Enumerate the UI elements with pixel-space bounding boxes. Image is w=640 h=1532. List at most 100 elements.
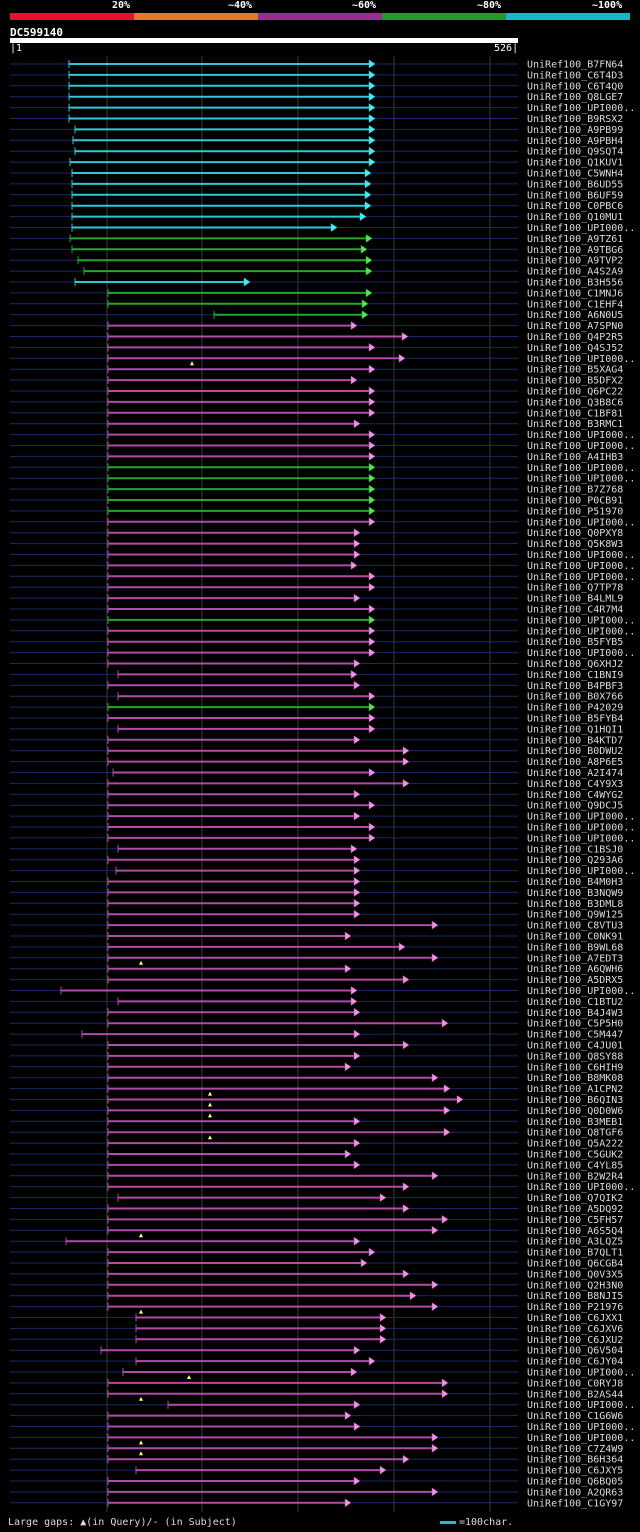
hit-label[interactable]: UniRef100_B3NQW9: [527, 888, 623, 899]
hit-label[interactable]: UniRef100_UPI000..: [527, 833, 635, 844]
hit-row[interactable]: UniRef100_A9TZ61: [10, 234, 623, 245]
hit-label[interactable]: UniRef100_Q5A222: [527, 1139, 623, 1150]
hit-label[interactable]: UniRef100_C1EHF4: [527, 299, 623, 310]
hit-row[interactable]: UniRef100_B6H364: [10, 1455, 623, 1466]
hit-row[interactable]: UniRef100_C6JXU2: [10, 1335, 623, 1346]
hit-label[interactable]: UniRef100_B4LML9: [527, 594, 623, 605]
hit-row[interactable]: UniRef100_UPI000..: [10, 823, 635, 834]
hit-label[interactable]: UniRef100_UPI000..: [527, 474, 635, 485]
hit-row[interactable]: UniRef100_UPI000..: [10, 833, 635, 844]
hit-label[interactable]: UniRef100_UPI000..: [527, 823, 635, 834]
hit-row[interactable]: UniRef100_UPI000..: [10, 550, 635, 561]
hit-label[interactable]: UniRef100_C5FH57: [527, 1215, 623, 1226]
hit-row[interactable]: UniRef100_C4YL85: [10, 1160, 623, 1171]
hit-label[interactable]: UniRef100_B6QIN3: [527, 1095, 623, 1106]
hit-row[interactable]: UniRef100_B7QLT1: [10, 1248, 623, 1259]
hit-label[interactable]: UniRef100_A6QWH6: [527, 964, 623, 975]
hit-label[interactable]: UniRef100_Q6V504: [527, 1346, 623, 1357]
hit-row[interactable]: UniRef100_Q8LGE7: [10, 92, 623, 103]
hit-label[interactable]: UniRef100_Q7TP78: [527, 583, 623, 594]
hit-row[interactable]: UniRef100_B3RMC1: [10, 419, 623, 430]
hit-row[interactable]: UniRef100_Q6BQ05: [10, 1477, 623, 1488]
hit-label[interactable]: UniRef100_C6JY04: [527, 1357, 623, 1368]
hit-row[interactable]: UniRef100_B5FYB5: [10, 637, 623, 648]
hit-row[interactable]: UniRef100_A5DQ92: [10, 1204, 623, 1215]
hit-row[interactable]: UniRef100_C6JXY5: [10, 1466, 623, 1477]
hit-label[interactable]: UniRef100_Q1HQI1: [527, 724, 623, 735]
hit-row[interactable]: UniRef100_A3LQZ5: [10, 1237, 623, 1248]
hit-label[interactable]: UniRef100_C5WNH4: [527, 169, 623, 180]
hit-label[interactable]: UniRef100_Q8SY88: [527, 1051, 623, 1062]
hit-row[interactable]: UniRef100_UPI000..: [10, 1433, 635, 1445]
hit-label[interactable]: UniRef100_B5XAG4: [527, 365, 623, 376]
hit-label[interactable]: UniRef100_UPI000..: [527, 354, 635, 365]
hit-label[interactable]: UniRef100_B2AS44: [527, 1389, 623, 1400]
hit-label[interactable]: UniRef100_B7Z768: [527, 485, 623, 496]
hit-row[interactable]: UniRef100_B3H556: [10, 278, 623, 289]
hit-row[interactable]: UniRef100_A4IHB3: [10, 452, 623, 463]
hit-label[interactable]: UniRef100_UPI000..: [527, 550, 635, 561]
hit-label[interactable]: UniRef100_B5DFX2: [527, 376, 623, 387]
hit-label[interactable]: UniRef100_A6S5Q4: [527, 1226, 623, 1237]
hit-label[interactable]: UniRef100_C4WYG2: [527, 790, 623, 801]
hit-row[interactable]: UniRef100_Q8SY88: [10, 1051, 623, 1062]
hit-label[interactable]: UniRef100_Q8TGF6: [527, 1128, 623, 1139]
hit-row[interactable]: UniRef100_C6T4Q0: [10, 81, 623, 92]
hit-label[interactable]: UniRef100_Q9W125: [527, 910, 623, 921]
hit-label[interactable]: UniRef100_A3LQZ5: [527, 1237, 623, 1248]
hit-label[interactable]: UniRef100_P51970: [527, 506, 623, 517]
hit-row[interactable]: UniRef100_B5FYB4: [10, 714, 623, 725]
hit-label[interactable]: UniRef100_B5FYB4: [527, 714, 623, 725]
hit-label[interactable]: UniRef100_UPI000..: [527, 986, 635, 997]
hit-label[interactable]: UniRef100_Q5K8W3: [527, 539, 623, 550]
hit-label[interactable]: UniRef100_B4M0H3: [527, 877, 623, 888]
hit-row[interactable]: UniRef100_B3NQW9: [10, 888, 623, 899]
hit-row[interactable]: UniRef100_Q4P2R5: [10, 332, 623, 343]
hit-row[interactable]: UniRef100_UPI000..: [10, 866, 635, 877]
hit-row[interactable]: UniRef100_UPI000..: [10, 626, 635, 637]
hit-label[interactable]: UniRef100_B6H364: [527, 1455, 623, 1466]
hit-row[interactable]: UniRef100_UPI000..: [10, 430, 635, 441]
hit-row[interactable]: UniRef100_A9TVP2: [10, 256, 623, 267]
hit-label[interactable]: UniRef100_C0PBC6: [527, 201, 623, 212]
hit-label[interactable]: UniRef100_UPI000..: [527, 430, 635, 441]
hit-row[interactable]: UniRef100_UPI000..: [10, 474, 635, 485]
hit-row[interactable]: UniRef100_P42029: [10, 703, 623, 714]
hit-label[interactable]: UniRef100_Q4SJ52: [527, 343, 623, 354]
hit-row[interactable]: UniRef100_A1CPN2: [10, 1084, 623, 1096]
hit-label[interactable]: UniRef100_C6JXU2: [527, 1335, 623, 1346]
hit-label[interactable]: UniRef100_Q0V3X5: [527, 1269, 623, 1280]
hit-row[interactable]: UniRef100_UPI000..: [10, 517, 635, 528]
hit-label[interactable]: UniRef100_C7Z4W9: [527, 1444, 623, 1455]
hit-label[interactable]: UniRef100_A2I474: [527, 768, 623, 779]
hit-row[interactable]: UniRef100_Q9DCJ5: [10, 801, 623, 812]
hit-label[interactable]: UniRef100_C4Y9X3: [527, 779, 623, 790]
hit-label[interactable]: UniRef100_Q6PC22: [527, 387, 623, 398]
hit-label[interactable]: UniRef100_B0X766: [527, 692, 623, 703]
hit-label[interactable]: UniRef100_Q0D0W6: [527, 1106, 623, 1117]
hit-row[interactable]: UniRef100_B0DWU2: [10, 746, 623, 757]
hit-row[interactable]: UniRef100_C5FH57: [10, 1215, 623, 1226]
hit-row[interactable]: UniRef100_A6N0U5: [10, 310, 623, 321]
hit-label[interactable]: UniRef100_A9TZ61: [527, 234, 623, 245]
hit-label[interactable]: UniRef100_UPI000..: [527, 1433, 635, 1444]
hit-label[interactable]: UniRef100_Q6CGB4: [527, 1259, 623, 1270]
hit-label[interactable]: UniRef100_B9WL68: [527, 942, 623, 953]
hit-label[interactable]: UniRef100_A6N0U5: [527, 310, 623, 321]
hit-row[interactable]: UniRef100_C4R7M4: [10, 605, 623, 616]
hit-row[interactable]: UniRef100_B4KTD7: [10, 735, 623, 746]
hit-row[interactable]: UniRef100_C6JXX1: [10, 1313, 623, 1324]
hit-row[interactable]: UniRef100_C1BF81: [10, 408, 623, 419]
hit-row[interactable]: UniRef100_B0X766: [10, 692, 623, 703]
hit-label[interactable]: UniRef100_Q10MU1: [527, 212, 623, 223]
hit-label[interactable]: UniRef100_UPI000..: [527, 463, 635, 474]
hit-label[interactable]: UniRef100_C1GY97: [527, 1498, 623, 1509]
hit-row[interactable]: UniRef100_Q7TP78: [10, 583, 623, 594]
hit-label[interactable]: UniRef100_Q4P2R5: [527, 332, 623, 343]
hit-label[interactable]: UniRef100_UPI000..: [527, 517, 635, 528]
hit-label[interactable]: UniRef100_A7SPN0: [527, 321, 623, 332]
hit-row[interactable]: UniRef100_C4Y9X3: [10, 779, 623, 790]
hit-row[interactable]: UniRef100_UPI000..: [10, 223, 635, 234]
hit-label[interactable]: UniRef100_P42029: [527, 703, 623, 714]
hit-row[interactable]: UniRef100_Q10MU1: [10, 212, 623, 223]
